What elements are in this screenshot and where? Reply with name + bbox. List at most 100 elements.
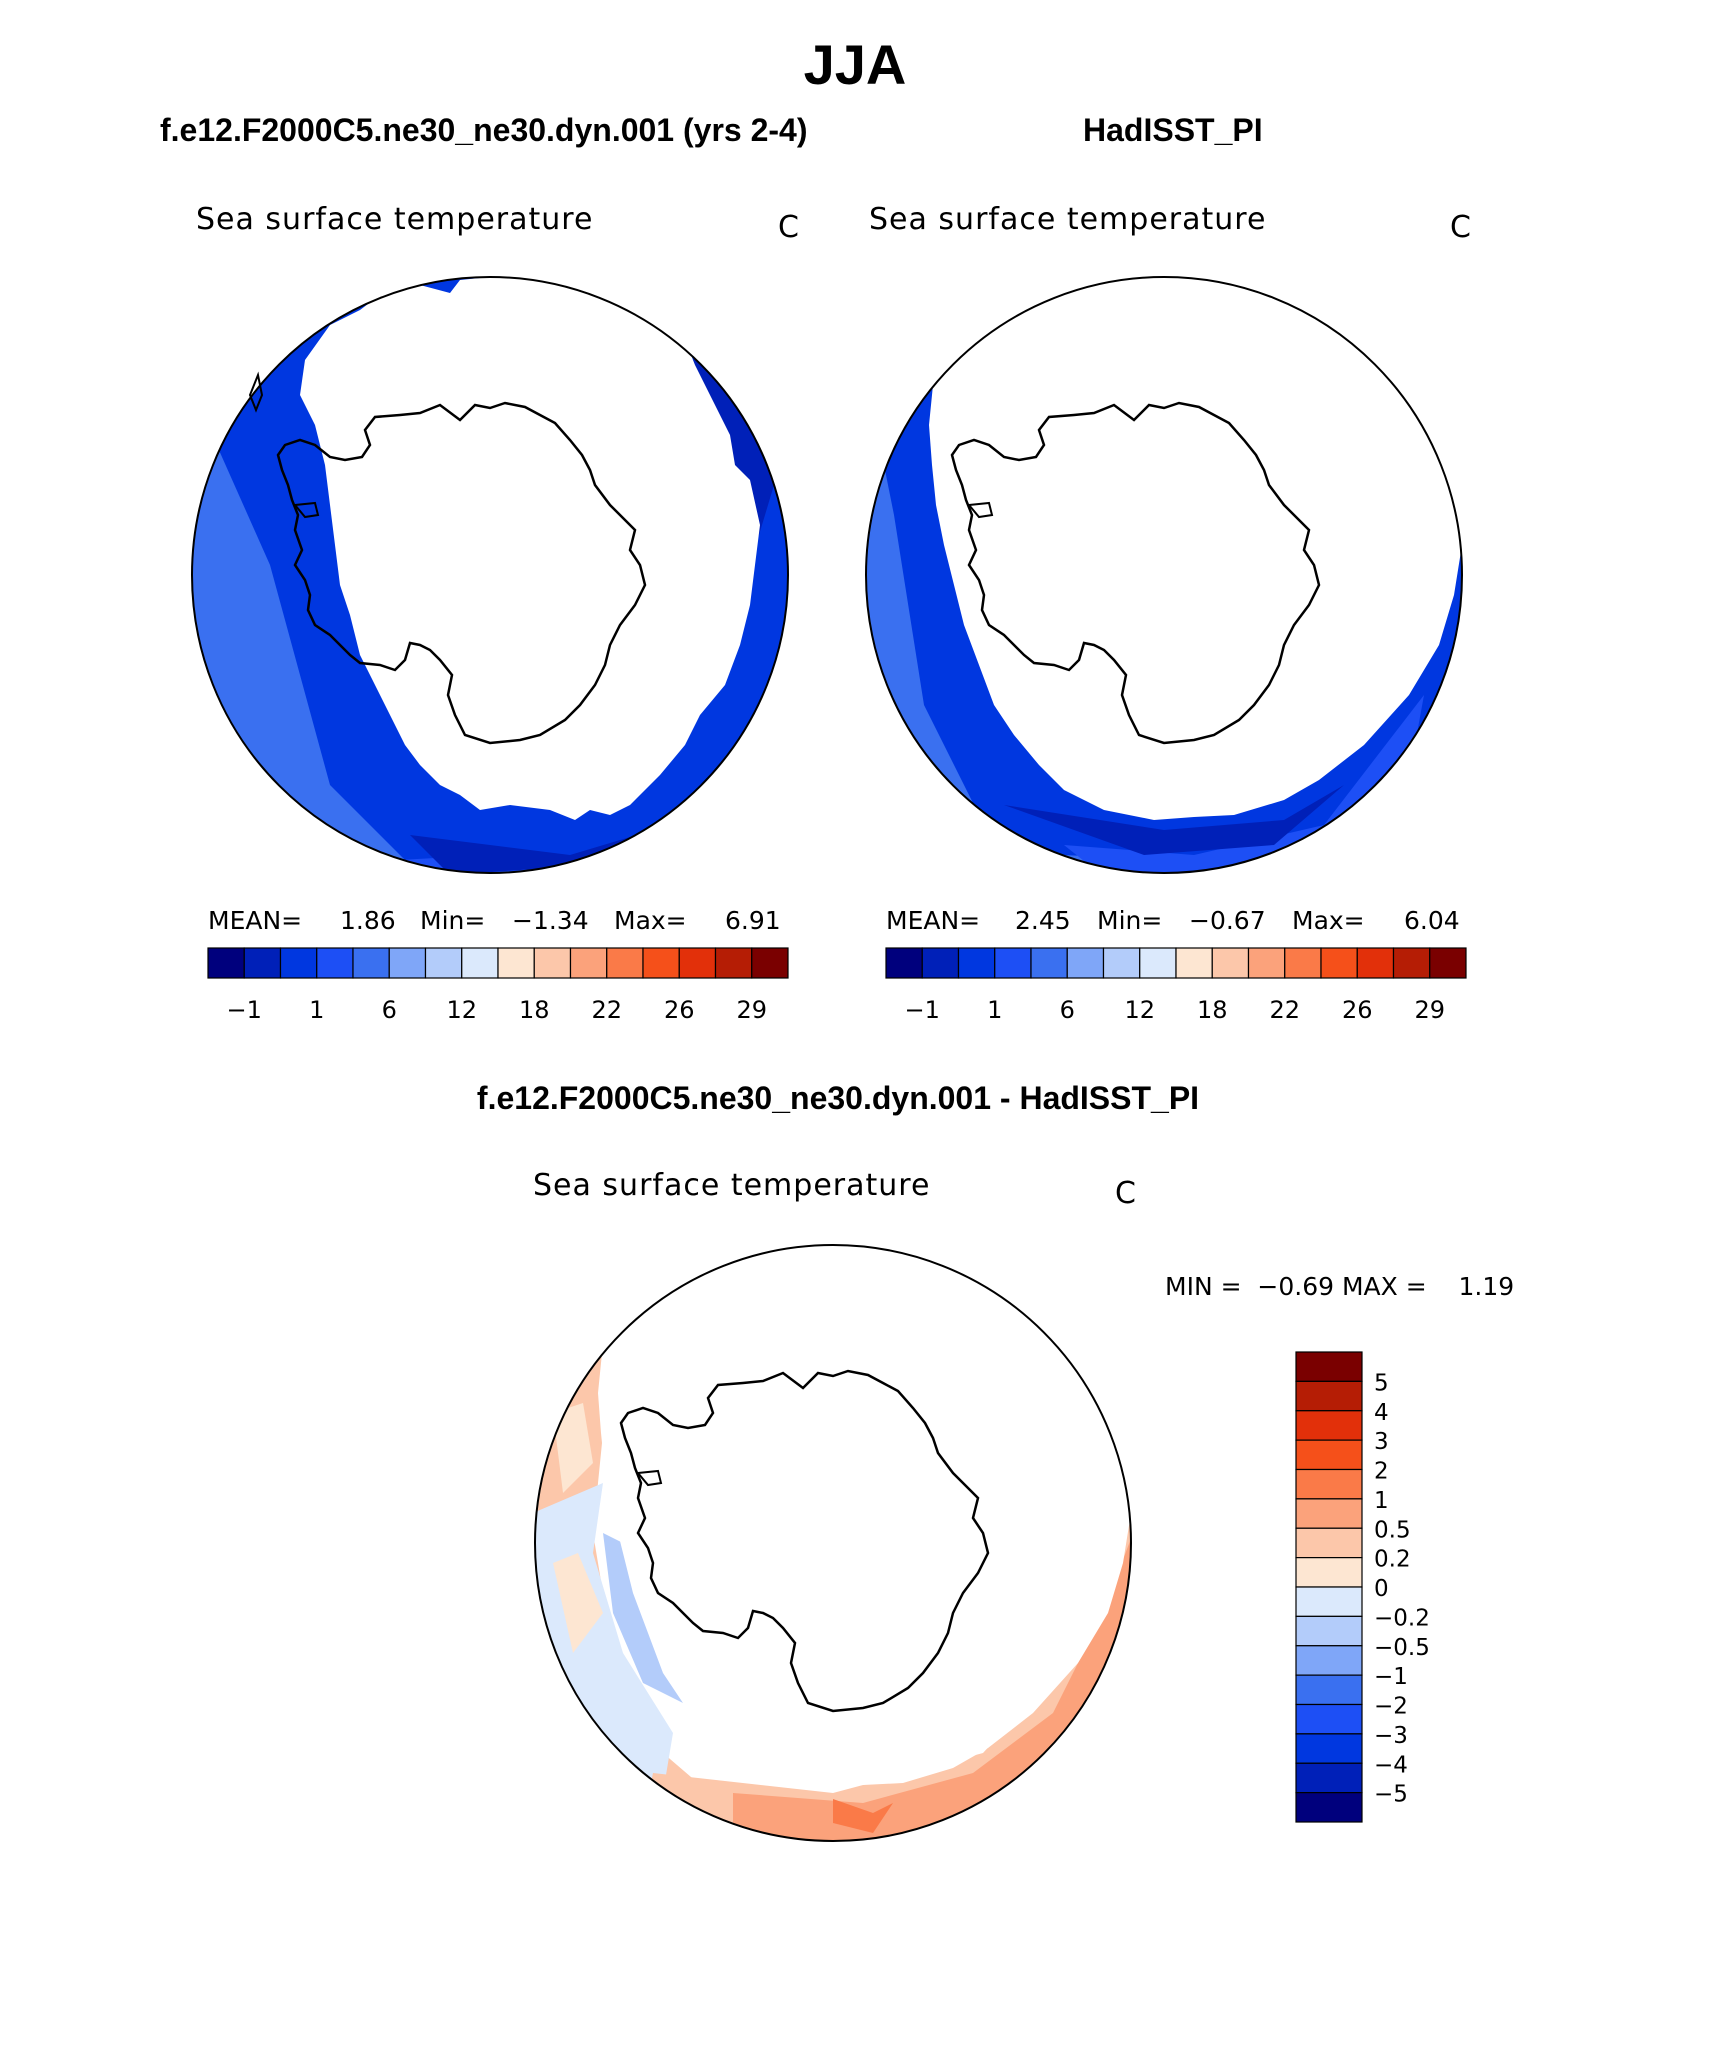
diff-panel-title: f.e12.F2000C5.ne30_ne30.dyn.001 - HadISS… — [476, 1080, 1200, 1116]
obs-map — [865, 276, 1463, 874]
diff-map — [534, 1244, 1132, 1842]
model-colorbar-swatch — [461, 947, 499, 979]
model-colorbar-tick-label: 29 — [736, 996, 767, 1024]
obs-colorbar-tick-label: 22 — [1269, 996, 1300, 1024]
model-colorbar-swatch — [678, 947, 717, 979]
model-colorbar-tick-label: −1 — [227, 996, 262, 1024]
obs-colorbar-swatch — [885, 947, 923, 979]
obs-colorbar-swatch — [1392, 947, 1431, 979]
obs-panel-title: HadISST_PI — [1083, 112, 1263, 148]
model-map — [191, 276, 789, 874]
obs-colorbar-swatch — [1247, 947, 1286, 979]
obs-min-value: −0.67 — [1189, 906, 1266, 935]
model-colorbar-swatch — [424, 947, 463, 979]
obs-mean-value: 2.45 — [1015, 906, 1071, 935]
obs-min-label: Min= — [1097, 906, 1163, 935]
model-colorbar-swatch — [388, 947, 427, 979]
obs-sst-field — [866, 277, 1462, 873]
obs-colorbar-swatch — [1429, 947, 1467, 979]
diff-colorbar-swatch — [1295, 1410, 1363, 1441]
model-colorbar-swatch — [533, 947, 572, 979]
diff-colorbar-swatch — [1295, 1527, 1363, 1559]
obs-colorbar-swatch — [921, 947, 960, 979]
model-colorbar-tick-label: 22 — [591, 996, 622, 1024]
model-colorbar-swatch — [207, 947, 245, 979]
obs-colorbar-swatch — [1356, 947, 1395, 979]
diff-colorbar-tick-label: −0.2 — [1374, 1605, 1430, 1631]
obs-mean-label: MEAN= — [886, 906, 981, 935]
obs-units-label: C — [1450, 210, 1471, 245]
obs-colorbar-swatch — [1139, 947, 1177, 979]
diff-colorbar-swatch — [1295, 1615, 1363, 1647]
obs-colorbar-swatch — [1320, 947, 1358, 979]
obs-colorbar-tick-label: −1 — [905, 996, 940, 1024]
diff-colorbar-tick-label: −3 — [1374, 1723, 1408, 1749]
model-colorbar-tick-label: 26 — [664, 996, 695, 1024]
model-colorbar-tick-label: 6 — [382, 996, 397, 1024]
obs-colorbar-swatch — [1175, 947, 1213, 979]
model-variable-label: Sea surface temperature — [196, 202, 594, 237]
model-colorbar-swatch — [316, 947, 354, 979]
diff-colorbar-tick-label: −0.5 — [1374, 1635, 1430, 1661]
model-max-value: 6.91 — [725, 906, 781, 935]
model-colorbar-swatch — [714, 947, 753, 979]
obs-colorbar-swatch — [994, 947, 1032, 979]
diff-colorbar-swatch — [1295, 1733, 1363, 1764]
obs-colorbar-swatch — [957, 947, 996, 979]
model-colorbar-swatch — [352, 947, 390, 979]
model-colorbar-swatch — [243, 947, 282, 979]
model-mean-value: 1.86 — [340, 906, 396, 935]
diff-colorbar-tick-label: −5 — [1374, 1782, 1408, 1808]
obs-colorbar-tick-label: 1 — [987, 996, 1002, 1024]
diff-colorbar-swatch — [1295, 1645, 1363, 1676]
obs-colorbar-tick-label: 18 — [1197, 996, 1228, 1024]
model-colorbar-swatch — [279, 947, 318, 979]
model-units-label: C — [778, 210, 799, 245]
obs-colorbar-swatch — [1284, 947, 1322, 979]
diff-colorbar-tick-label: 5 — [1374, 1370, 1389, 1396]
diff-colorbar-tick-label: 0 — [1374, 1576, 1389, 1602]
diff-colorbar-tick-label: −4 — [1374, 1752, 1408, 1778]
obs-colorbar-swatch — [1102, 947, 1141, 979]
diff-colorbar-tick-label: 3 — [1374, 1429, 1389, 1455]
model-mean-label: MEAN= — [208, 906, 303, 935]
model-min-label: Min= — [420, 906, 486, 935]
obs-colorbar: −1 1 6 12 18 22 26 29 — [885, 947, 1467, 1024]
obs-variable-label: Sea surface temperature — [869, 202, 1267, 237]
diff-colorbar-tick-label: 0.2 — [1374, 1547, 1411, 1573]
model-colorbar-swatch — [751, 947, 789, 979]
diff-units-label: C — [1115, 1176, 1136, 1211]
diff-colorbar-swatch — [1295, 1586, 1363, 1617]
model-colorbar-tick-label: 1 — [309, 996, 324, 1024]
diff-colorbar-swatch — [1295, 1468, 1363, 1500]
obs-colorbar-swatch — [1211, 947, 1250, 979]
obs-colorbar-swatch — [1066, 947, 1105, 979]
diff-minmax-text: MIN = −0.69 MAX = 1.19 — [1165, 1272, 1515, 1301]
diff-colorbar-tick-label: 0.5 — [1374, 1517, 1411, 1543]
obs-max-label: Max= — [1292, 906, 1365, 935]
model-colorbar-swatch — [606, 947, 644, 979]
diff-colorbar-tick-label: −1 — [1374, 1664, 1408, 1690]
figure-title: JJA — [803, 33, 907, 96]
diff-colorbar-swatch — [1295, 1762, 1363, 1794]
obs-colorbar-tick-label: 12 — [1124, 996, 1155, 1024]
diff-colorbar-swatch — [1295, 1792, 1363, 1823]
model-colorbar: −1 1 6 12 18 22 26 29 — [207, 947, 789, 1024]
diff-variable-label: Sea surface temperature — [533, 1168, 931, 1203]
obs-colorbar-tick-label: 6 — [1060, 996, 1075, 1024]
diff-colorbar: 5 4 3 2 1 0.5 0.2 0 −0.2 −0.5 −1 −2 −3 −4 −5 — [1295, 1351, 1430, 1823]
diff-colorbar-swatch — [1295, 1498, 1363, 1529]
obs-colorbar-tick-label: 29 — [1414, 996, 1445, 1024]
obs-colorbar-swatch — [1030, 947, 1068, 979]
diff-colorbar-swatch — [1295, 1439, 1363, 1471]
diff-colorbar-tick-label: 2 — [1374, 1459, 1389, 1485]
model-colorbar-swatch — [642, 947, 680, 979]
model-colorbar-tick-label: 12 — [446, 996, 477, 1024]
obs-colorbar-tick-label: 26 — [1342, 996, 1373, 1024]
model-max-label: Max= — [614, 906, 687, 935]
diff-colorbar-swatch — [1295, 1674, 1363, 1706]
diff-colorbar-tick-label: 4 — [1374, 1400, 1389, 1426]
diff-colorbar-swatch — [1295, 1703, 1363, 1735]
diff-sst-field — [535, 1245, 1131, 1841]
obs-max-value: 6.04 — [1404, 906, 1460, 935]
